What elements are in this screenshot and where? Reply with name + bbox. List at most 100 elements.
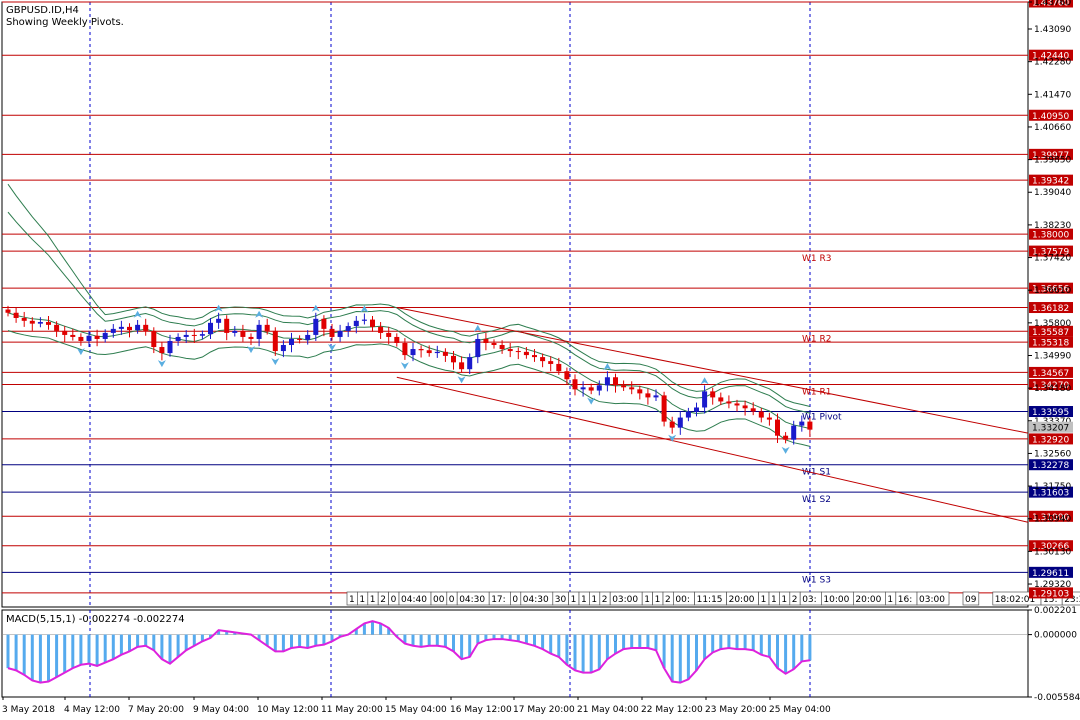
candle-body <box>361 319 367 321</box>
fractal-down-marker <box>247 346 255 354</box>
candle <box>418 345 424 358</box>
session-cell-label: 1 <box>771 595 777 605</box>
candle <box>167 334 173 357</box>
candle <box>29 317 35 331</box>
candle <box>135 320 141 334</box>
candle <box>742 400 748 416</box>
candle <box>499 340 505 354</box>
symbol-title: GBPUSD.ID,H4 <box>6 5 79 16</box>
session-cell-label: 0 <box>512 595 518 605</box>
candle <box>361 313 367 325</box>
candle <box>46 315 51 330</box>
time-tick-label: 21 May 04:00 <box>577 705 639 715</box>
price-tick-label: 1.34990 <box>1034 351 1071 361</box>
candle-body <box>637 389 643 394</box>
candle <box>451 351 456 370</box>
envelope-band <box>7 312 811 430</box>
macd-pane <box>1 609 1029 698</box>
candle-body <box>451 355 456 363</box>
candle-body <box>410 349 416 356</box>
candle-body <box>515 351 521 353</box>
candle-body <box>135 324 141 331</box>
candle <box>224 315 230 341</box>
candle <box>86 330 92 348</box>
candle-body <box>224 318 230 333</box>
candle <box>329 324 335 341</box>
price-tag <box>1029 49 1073 61</box>
price-tag-label: 1.32920 <box>1032 435 1069 445</box>
candle <box>799 415 805 432</box>
candle <box>750 402 756 416</box>
time-tick-label: 10 May 12:00 <box>257 705 319 715</box>
macd-signal-line <box>7 620 811 684</box>
candle <box>240 324 246 342</box>
fractal-up-marker <box>473 324 482 332</box>
candle <box>766 412 772 426</box>
candle <box>378 322 384 339</box>
candle <box>572 374 578 396</box>
candle <box>410 342 416 362</box>
price-tag-label: 1.39342 <box>1032 177 1069 187</box>
candle-body <box>353 320 359 327</box>
candle <box>280 340 286 358</box>
time-tick-label: 22 May 12:00 <box>641 705 703 715</box>
session-cell-label: 1 <box>370 595 376 605</box>
candle <box>491 339 497 349</box>
candle-body <box>313 318 319 335</box>
fractal-down-marker <box>668 434 677 442</box>
price-tag-label: 1.34567 <box>1032 369 1069 379</box>
fractal-up-marker <box>255 310 264 318</box>
price-tick-label: 1.29320 <box>1034 580 1071 590</box>
session-cell-label: 20:00 <box>729 595 755 605</box>
price-tick-label: 1.30130 <box>1034 547 1071 557</box>
candle-body <box>783 435 789 440</box>
pivot-level-label: W1 S2 <box>802 495 831 505</box>
session-cell-label: 2 <box>602 595 608 605</box>
candle-body <box>159 347 165 354</box>
candle <box>110 324 116 338</box>
candle <box>118 320 124 335</box>
candle-body <box>345 326 351 331</box>
candle <box>216 312 222 329</box>
price-tag-label: 1.39977 <box>1032 151 1069 161</box>
candle-body <box>37 322 43 324</box>
candle-body <box>272 330 278 352</box>
candle-body <box>143 324 149 331</box>
candle-body <box>548 361 554 364</box>
candle <box>305 330 311 345</box>
pivot-level-label: W1 Pivot <box>802 413 842 423</box>
candle <box>775 413 780 443</box>
candle-body <box>62 330 68 335</box>
price-tick-label: 1.41470 <box>1034 90 1071 100</box>
envelope-band <box>7 183 811 407</box>
candle-body <box>734 403 740 406</box>
candle <box>94 329 100 347</box>
pivots-subtitle: Showing Weekly Pivots. <box>6 17 124 28</box>
time-tick-label: 23 May 20:00 <box>705 705 767 715</box>
price-tick-label: 1.30940 <box>1034 515 1071 525</box>
price-tag-label: 1.42440 <box>1032 52 1069 62</box>
candle-body <box>702 391 708 408</box>
session-cell-label: 00: <box>675 595 689 605</box>
macd-tick-label: -0.005584 <box>1034 693 1080 703</box>
fractal-down-marker <box>271 358 280 366</box>
price-tag <box>1029 148 1073 160</box>
candle-body <box>191 334 197 336</box>
candle <box>321 315 327 337</box>
candle <box>199 330 205 340</box>
time-tick-label: 25 May 04:00 <box>769 705 831 715</box>
candle-body <box>151 330 157 348</box>
price-tag-label: 1.36656 <box>1032 285 1069 295</box>
candle <box>710 387 716 405</box>
candle <box>402 338 408 360</box>
candle <box>297 335 303 344</box>
candle <box>580 381 586 397</box>
candle <box>783 432 789 444</box>
session-cell-label: 10:00 <box>823 595 849 605</box>
session-cell-label: 09 <box>965 595 977 605</box>
price-tag <box>1029 174 1073 186</box>
price-tag <box>1029 302 1073 314</box>
candle-body <box>70 334 76 337</box>
candle-body <box>459 362 465 370</box>
candle-body <box>694 407 699 412</box>
